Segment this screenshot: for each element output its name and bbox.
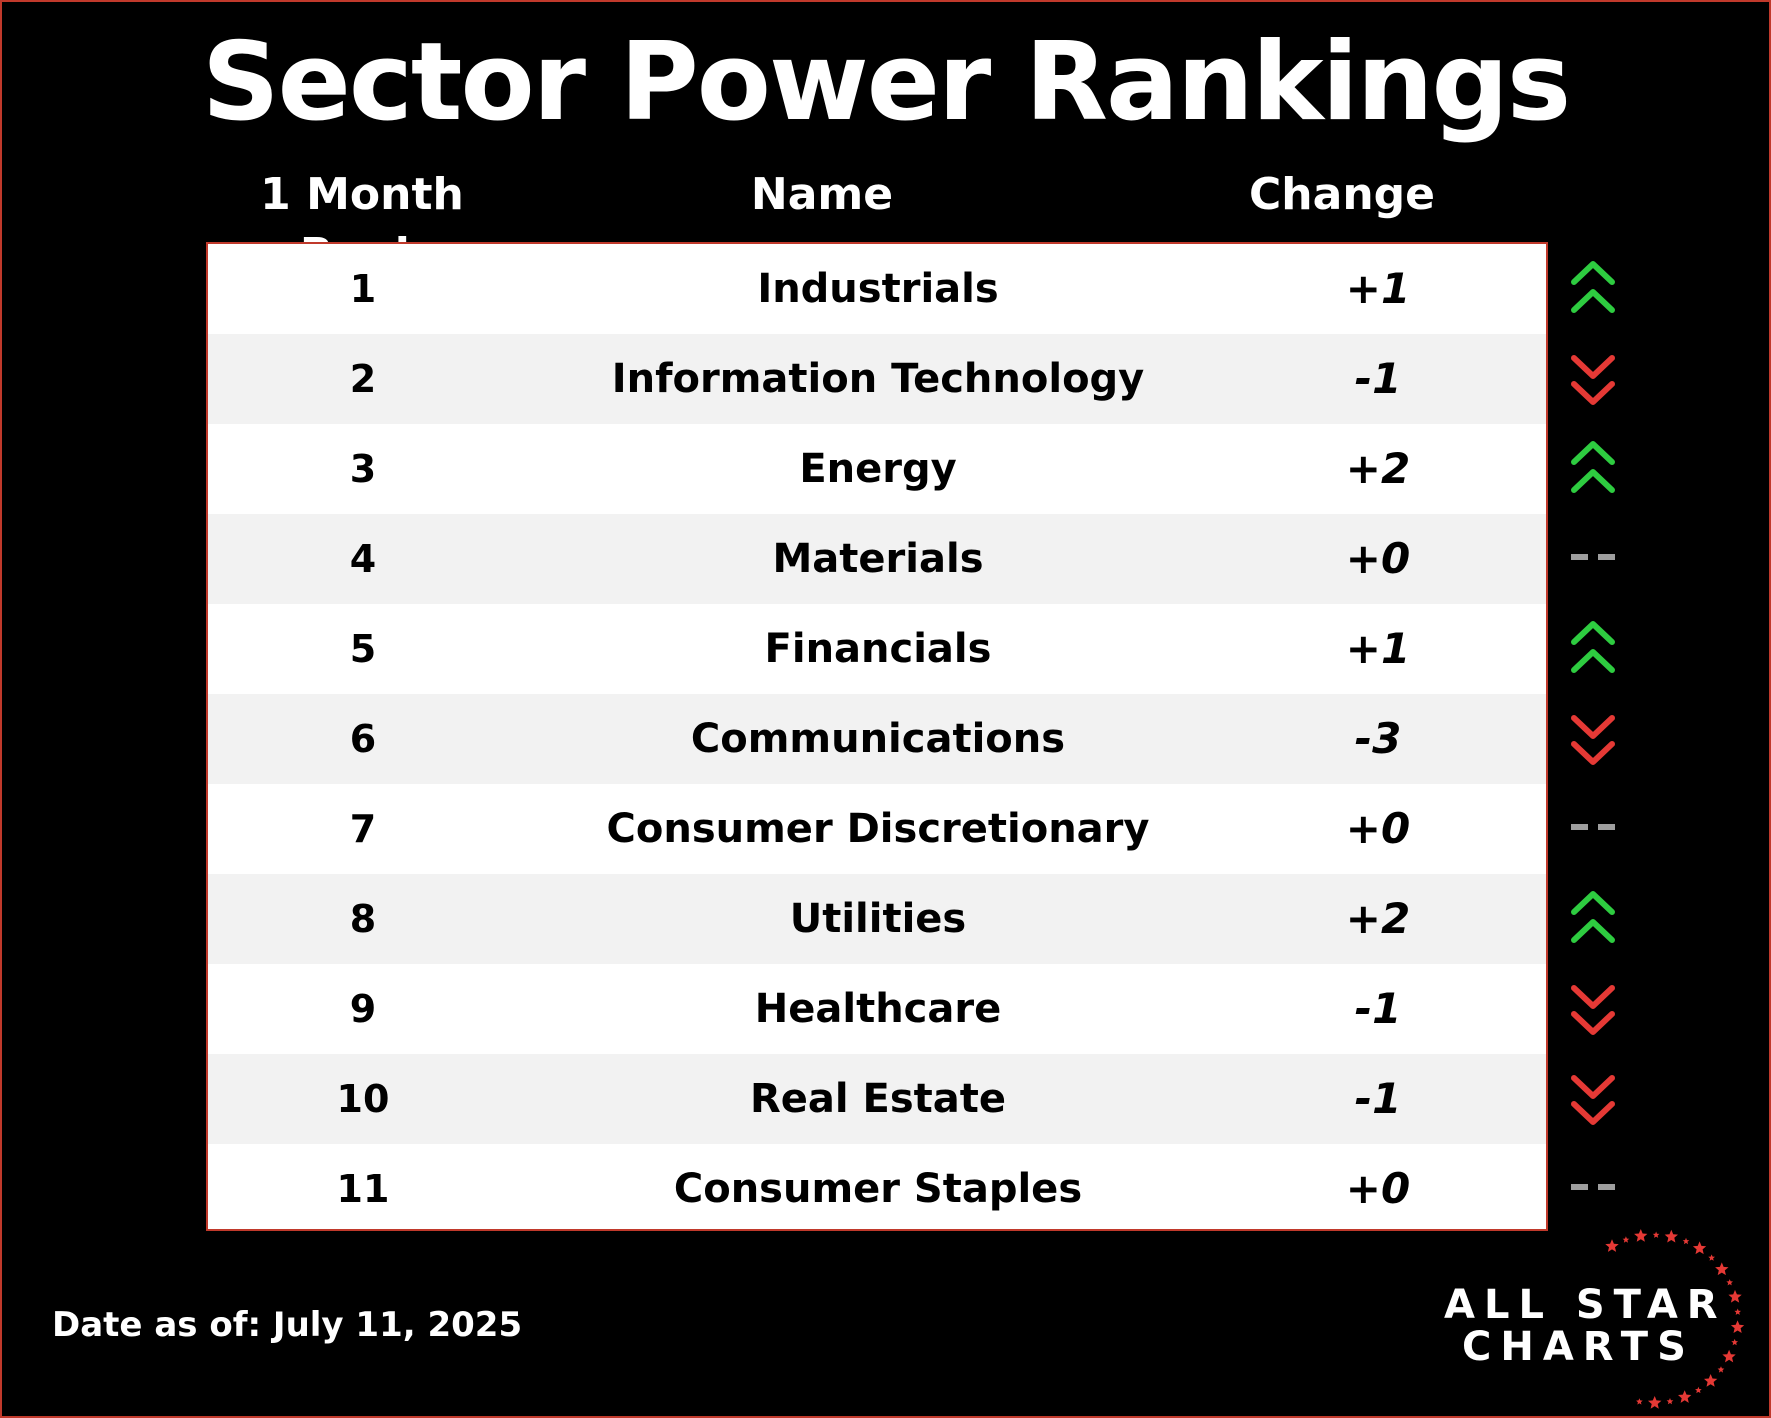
change-cell: -1 [1354,354,1402,403]
date-label: Date as of: July 11, 2025 [52,1305,523,1345]
change-cell: -1 [1354,1074,1402,1123]
change-cell: +2 [1345,894,1411,943]
table-row: 6 Communications -3 [208,694,1546,784]
table-row: 10 Real Estate -1 [208,1054,1546,1144]
change-cell: +1 [1345,264,1411,313]
all-star-charts-logo: ALL STAR CHARTS [1422,1227,1762,1412]
double-chevron-up-icon [1562,422,1632,512]
page-title: Sector Power Rankings [201,20,1571,145]
table-row: 4 Materials +0 [208,514,1546,604]
rankings-table: 1 Industrials +1 2 Information Technology -1 3… [206,242,1548,1231]
sector-name-cell: Utilities [789,896,967,942]
column-header-name: Name [750,169,894,220]
double-chevron-down-icon [1562,692,1632,782]
table-row: 7 Consumer Discretionary +0 [208,784,1546,874]
double-chevron-down-icon [1562,332,1632,422]
sector-name-cell: Industrials [757,266,999,312]
sector-name-cell: Real Estate [749,1076,1007,1122]
logo-line-1: ALL STAR [1444,1282,1727,1328]
rank-cell: 1 [349,267,377,311]
logo-line-2: CHARTS [1462,1324,1695,1370]
change-cell: -1 [1354,984,1402,1033]
change-cell: +2 [1345,444,1411,493]
trend-indicator-column [1562,242,1632,1231]
table-row: 2 Information Technology -1 [208,334,1546,424]
table-row: 5 Financials +1 [208,604,1546,694]
change-cell: +0 [1345,1164,1411,1213]
sector-name-cell: Energy [799,446,957,492]
change-cell: +1 [1345,624,1411,673]
double-chevron-up-icon [1562,242,1632,332]
change-cell: -3 [1354,714,1402,763]
double-chevron-up-icon [1562,872,1632,962]
rank-cell: 9 [349,987,377,1031]
rank-cell: 2 [349,357,377,401]
rank-cell: 7 [349,807,377,851]
sector-name-cell: Financials [764,626,992,672]
table-row: 8 Utilities +2 [208,874,1546,964]
star-ring-icon [1605,1229,1745,1409]
table-row: 9 Healthcare -1 [208,964,1546,1054]
sector-name-cell: Materials [772,536,984,582]
dash-icon [1562,512,1632,602]
table-row: 3 Energy +2 [208,424,1546,514]
dash-icon [1562,1142,1632,1232]
sector-name-cell: Communications [690,716,1066,762]
double-chevron-down-icon [1562,1052,1632,1142]
change-cell: +0 [1345,534,1411,583]
sector-name-cell: Consumer Staples [673,1166,1083,1212]
rank-cell: 11 [336,1167,390,1211]
rank-cell: 5 [349,627,377,671]
double-chevron-up-icon [1562,602,1632,692]
rank-cell: 4 [349,537,377,581]
dash-icon [1562,782,1632,872]
rank-cell: 8 [349,897,377,941]
sector-name-cell: Healthcare [754,986,1002,1032]
column-header-change: Change [1249,169,1435,220]
double-chevron-down-icon [1562,962,1632,1052]
rank-cell: 10 [336,1077,390,1121]
rank-cell: 3 [349,447,377,491]
rank-cell: 6 [349,717,377,761]
sector-name-cell: Consumer Discretionary [606,806,1150,852]
table-row: 11 Consumer Staples +0 [208,1144,1546,1229]
sector-name-cell: Information Technology [611,356,1145,402]
change-cell: +0 [1345,804,1411,853]
table-row: 1 Industrials +1 [208,244,1546,334]
